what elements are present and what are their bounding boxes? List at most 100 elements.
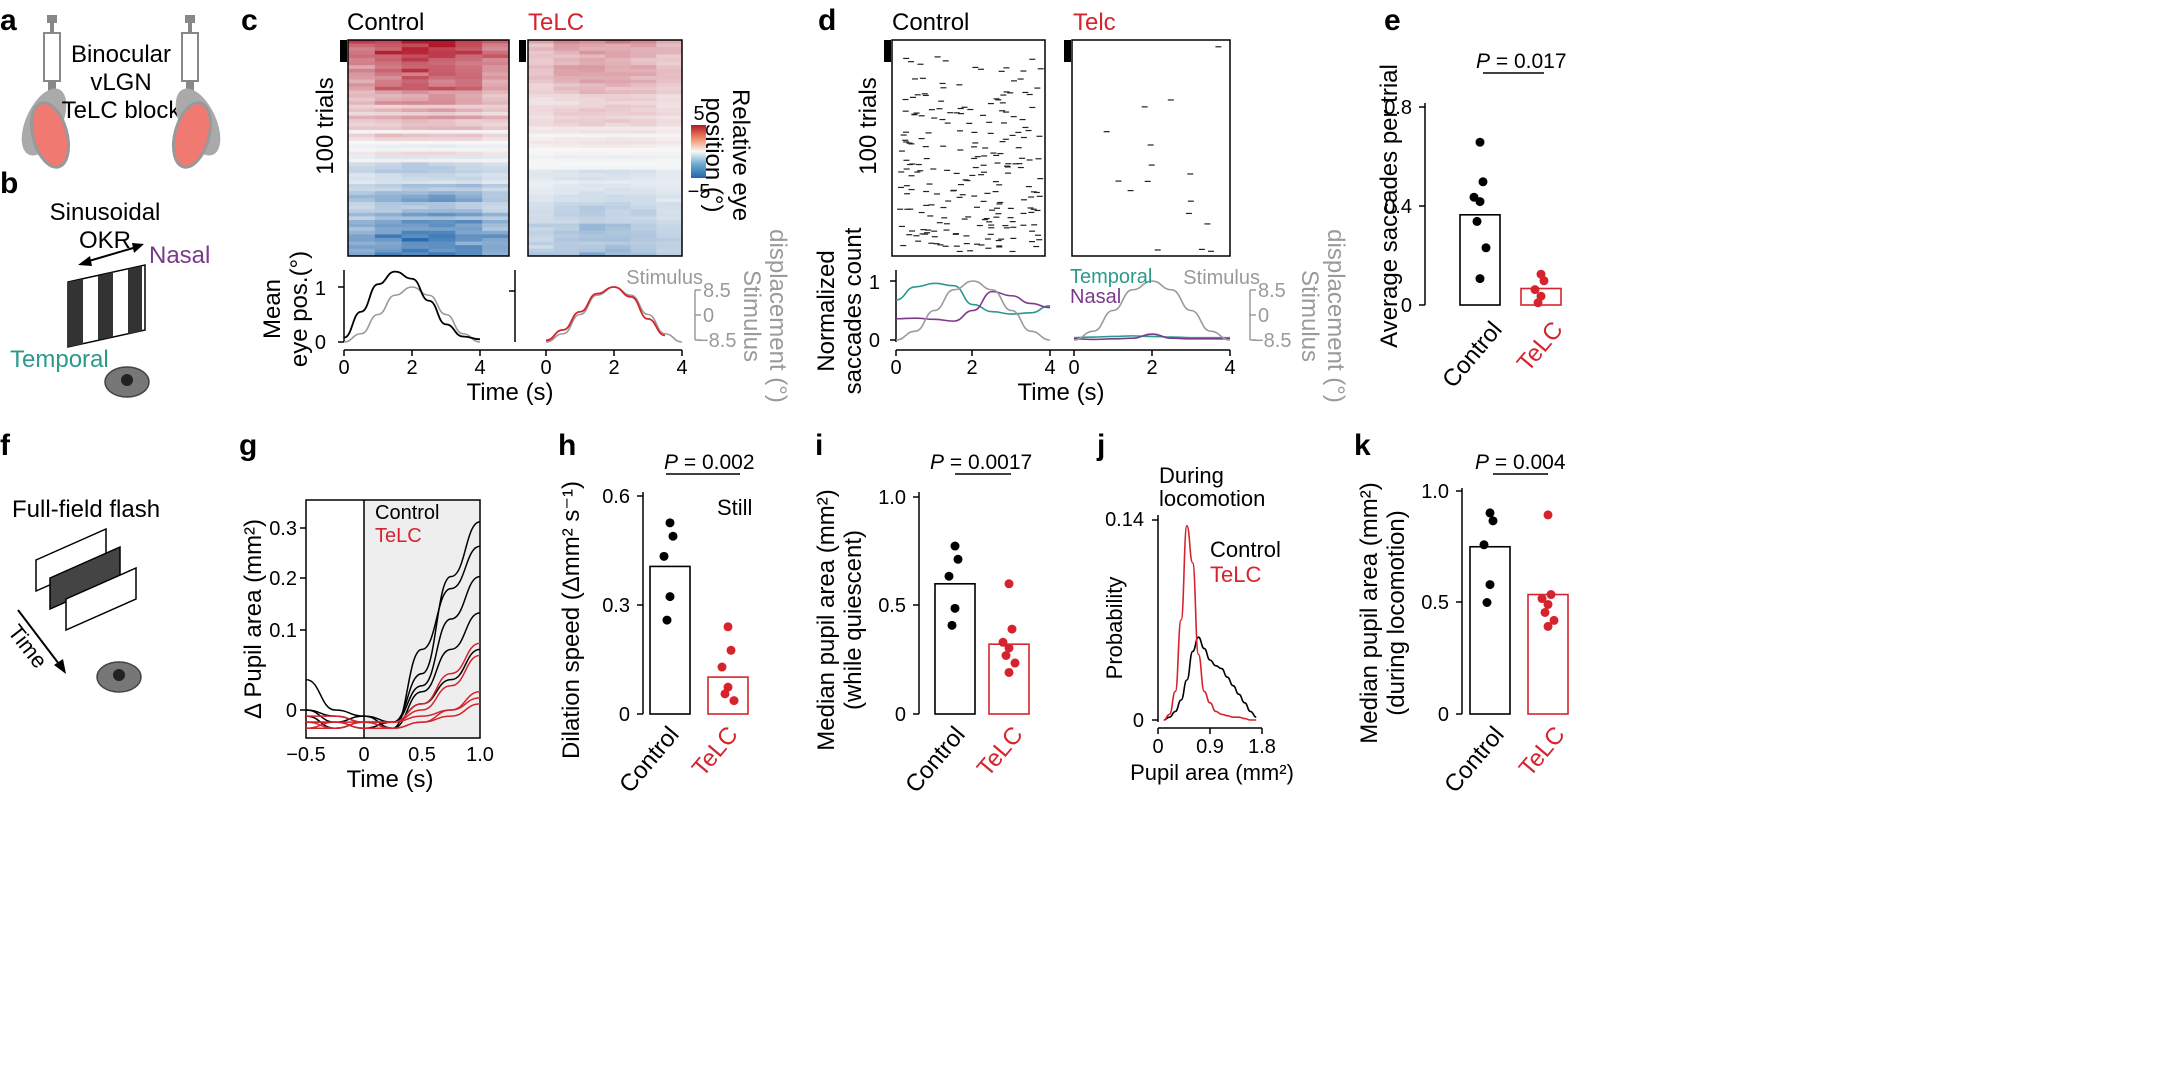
- heatmap-cell: [348, 144, 376, 149]
- data-point: [998, 637, 1008, 647]
- heatmap-cell: [455, 133, 483, 138]
- heatmap-cell: [605, 245, 632, 250]
- d-stim-axis-label-2: displacement (°): [1322, 229, 1349, 403]
- data-point: [1530, 285, 1540, 295]
- heatmap-cell: [348, 112, 376, 116]
- data-point: [665, 592, 675, 602]
- heatmap-cell: [630, 194, 657, 199]
- heatmap-cell: [656, 115, 683, 120]
- heatmap-cell: [553, 173, 580, 178]
- raster-telc: [1103, 46, 1222, 252]
- heatmap-cell: [553, 115, 580, 120]
- heatmap-cell: [528, 137, 555, 142]
- heatmap-cell: [528, 220, 555, 224]
- data-point: [659, 551, 669, 561]
- heatmap-cell: [428, 108, 456, 113]
- heatmap-cell: [482, 248, 510, 253]
- heatmap-cell: [630, 140, 657, 145]
- heatmap-cell: [401, 176, 429, 181]
- heatmap-cell: [428, 122, 456, 127]
- heatmap-cell: [348, 241, 376, 246]
- h-pvalue: P = 0.002: [664, 451, 755, 474]
- heatmap-cell: [348, 90, 376, 95]
- heatmap-cell: [579, 104, 606, 109]
- heatmap-cell: [630, 115, 657, 120]
- i-ylabel-2: (while quiescent): [840, 530, 867, 710]
- k-cat-control: Control: [1439, 722, 1509, 799]
- heatmap-cell: [455, 187, 483, 192]
- heatmap-cell: [374, 180, 403, 185]
- heatmap-cell: [553, 230, 580, 235]
- heatmap-cell: [348, 191, 376, 196]
- c-xtick-0b: 0: [540, 357, 551, 379]
- heatmap-cell: [605, 54, 632, 59]
- heatmap-cell: [428, 148, 456, 152]
- heatmap-cell: [428, 180, 456, 185]
- heatmap-cell: [579, 122, 606, 127]
- heatmap-cell: [656, 220, 683, 224]
- heatmap-cell: [579, 248, 606, 253]
- heatmap-cell: [374, 169, 403, 174]
- heatmap-cell: [455, 227, 483, 232]
- heatmap-cell: [482, 202, 510, 206]
- heatmap-cell: [401, 173, 429, 178]
- heatmap-cell: [428, 173, 456, 178]
- heatmap-cell: [428, 137, 456, 142]
- heatmap-cell: [553, 119, 580, 124]
- heatmap-cell: [605, 47, 632, 52]
- heatmap-cell: [528, 68, 555, 73]
- heatmap-cell: [630, 101, 657, 106]
- heatmap-cell: [656, 191, 683, 196]
- heatmap-cell: [528, 180, 555, 185]
- heatmap-cell: [605, 248, 632, 253]
- heatmap-cell: [656, 209, 683, 214]
- heatmap-cell: [374, 133, 403, 138]
- heatmap-cell: [428, 220, 456, 224]
- e-pvalue-p: P: [1476, 50, 1490, 73]
- heatmap-cell: [553, 47, 580, 52]
- heatmap-cell: [553, 79, 580, 84]
- heatmap-cell: [579, 230, 606, 235]
- panel-b-title-1: Sinusoidal: [50, 199, 161, 226]
- c-stim-tick-mid: 0: [703, 305, 714, 327]
- heatmap-cell: [348, 205, 376, 210]
- panel-j-letter: j: [1096, 429, 1105, 462]
- heatmap-cell: [428, 205, 456, 210]
- heatmap-cell: [656, 248, 683, 253]
- panel-d-telc-title: Telc: [1073, 9, 1116, 36]
- heatmap-cell: [656, 198, 683, 203]
- heatmap-cell: [482, 104, 510, 109]
- heatmap-cell: [656, 216, 683, 221]
- heatmap-cell: [656, 158, 683, 163]
- pupil-trace: [306, 703, 481, 729]
- heatmap-cell: [630, 108, 657, 113]
- e-pvalue-value: = 0.017: [1490, 50, 1566, 73]
- c-xtick-0: 0: [338, 357, 349, 379]
- heatmap-cell: [401, 234, 429, 239]
- heatmap-cell: [428, 112, 456, 116]
- heatmap-cell: [428, 115, 456, 120]
- heatmap-cell: [428, 248, 456, 253]
- heatmap-cell: [455, 191, 483, 196]
- c-stim-axis-label-1: Stimulus: [738, 270, 765, 362]
- heatmap-cell: [348, 122, 376, 127]
- heatmap-cell: [630, 97, 657, 102]
- heatmap-cell: [528, 194, 555, 199]
- heatmap-cell: [656, 238, 683, 242]
- heatmap-cell: [348, 180, 376, 185]
- i-pvalue-p: P: [930, 451, 944, 474]
- heatmap-cell: [553, 133, 580, 138]
- heatmap-cell: [455, 230, 483, 235]
- heatmap-cell: [656, 54, 683, 59]
- heatmap-cell: [455, 58, 483, 62]
- heatmap-cell: [605, 126, 632, 131]
- heatmap-cell: [374, 212, 403, 217]
- heatmap-cell: [579, 79, 606, 84]
- heatmap-cell: [455, 83, 483, 88]
- heatmap-cell: [428, 40, 456, 44]
- heatmap-cell: [553, 61, 580, 66]
- heatmap-cell: [455, 144, 483, 149]
- grating-icon: [67, 264, 146, 348]
- heatmap-cell: [605, 76, 632, 80]
- data-point: [726, 645, 736, 655]
